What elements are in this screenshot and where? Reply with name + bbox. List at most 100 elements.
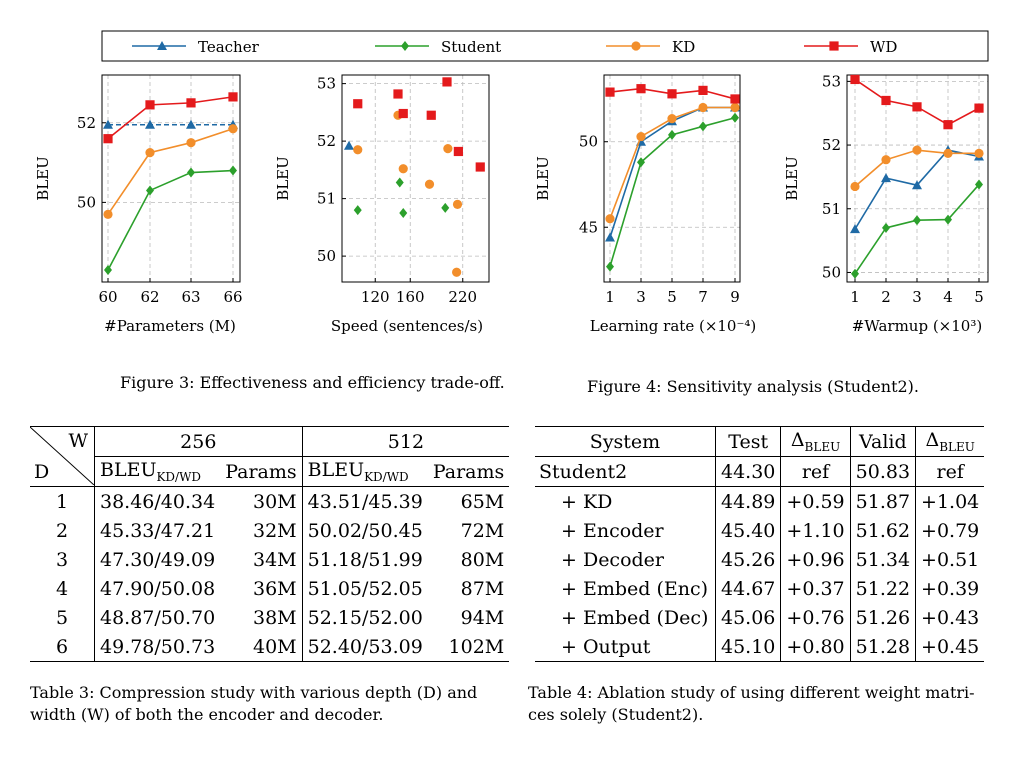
table3-cell-params-256: 34M xyxy=(252,548,297,571)
chart4-xtick-label: 4 xyxy=(943,288,953,306)
chart1-point-wd xyxy=(145,100,155,110)
chart3-point-student xyxy=(731,112,739,123)
table4-cell-valid: 51.87 xyxy=(849,486,916,516)
table4-row: + Output 45.10 +0.80 51.28 +0.45 xyxy=(535,632,985,662)
chart3-point-wd xyxy=(730,94,740,104)
table4-cell-valid: 51.28 xyxy=(849,632,916,662)
chart4-ylabel: BLEU xyxy=(783,156,801,201)
table4-cell-test: 45.40 xyxy=(714,516,781,545)
chart4-xtick-label: 2 xyxy=(881,288,891,306)
table3-cell-depth: 5 xyxy=(55,606,69,629)
table3-cell-bleu-256: 47.30/49.09 xyxy=(94,545,221,574)
table3-cell-bleu-512: 43.51/45.39 xyxy=(301,486,428,516)
legend-label-kd: KD xyxy=(672,38,695,56)
chart1-point-student xyxy=(146,185,154,196)
legend-label-student: Student xyxy=(441,38,501,56)
chart2-xtick-label: 220 xyxy=(448,288,477,306)
chart2-point-wd xyxy=(426,110,436,120)
chart3-line-student xyxy=(609,116,736,267)
chart2-point-student xyxy=(353,205,362,216)
chart3-grid xyxy=(604,75,740,282)
chart3-xtick-label: 9 xyxy=(730,288,740,306)
chart4-xtick-label: 5 xyxy=(974,288,984,306)
chart2-xlabel: Speed (sentences/s) xyxy=(331,317,483,335)
table3-cell-bleu-512: 52.15/52.00 xyxy=(301,603,428,632)
chart4-point-teacher xyxy=(850,224,860,234)
table3-cell-params-512: 72M xyxy=(460,519,505,542)
chart1-ytick-label: 50 xyxy=(77,193,96,211)
table4-cell-delta-test: ref xyxy=(780,456,851,487)
chart2-point-student xyxy=(441,202,450,213)
chart4-point-student xyxy=(944,214,952,225)
legend-label-teacher: Teacher xyxy=(198,38,260,56)
table4-row: + KD 44.89 +0.59 51.87 +1.04 xyxy=(535,486,985,516)
table4-row: + Embed (Dec) 45.06 +0.76 51.26 +0.43 xyxy=(535,603,985,632)
table4-cell-system: + Embed (Enc) xyxy=(561,577,709,600)
chart4-xtick-label: 3 xyxy=(912,288,922,306)
table4-cell-system: + Encoder xyxy=(561,519,664,542)
chart1-frame xyxy=(101,74,241,283)
table4-cell-test: 44.89 xyxy=(714,486,781,516)
table3-cell-bleu-256: 38.46/40.34 xyxy=(94,486,221,516)
legend-box xyxy=(101,30,989,62)
chart1-point-teacher xyxy=(145,119,155,129)
chart2-frame xyxy=(341,74,490,283)
table3-cell-params-256: 30M xyxy=(220,486,303,516)
table4-row: + Embed (Enc) 44.67 +0.37 51.22 +0.39 xyxy=(535,574,985,603)
table3-cell-params-512: 87M xyxy=(460,577,505,600)
chart1-line-wd xyxy=(107,96,234,140)
table4-header-row: System Test ΔBLEU Valid ΔBLEU xyxy=(535,426,985,457)
chart3-point-wd xyxy=(698,85,708,95)
table3: W D 256 512 BLEUKD/WD Params BLEUKD/WD P… xyxy=(30,426,510,662)
chart2-point-wd xyxy=(393,89,403,99)
table3-corner-cell: W D xyxy=(30,426,95,487)
chart1-ylabel: BLEU xyxy=(34,156,52,201)
table3-cell-params-512: 94M xyxy=(460,606,505,629)
figure3-caption: Figure 3: Effectiveness and efficiency t… xyxy=(120,373,505,392)
table3-group-256: 256 xyxy=(94,426,303,457)
chart2-point-wd xyxy=(453,146,463,157)
table3-cell-depth: 4 xyxy=(55,577,69,600)
chart3-ylabel: BLEU xyxy=(534,156,552,201)
chart2-ytick-label: 51 xyxy=(317,190,336,208)
chart3-line-teacher xyxy=(609,106,735,238)
table3-cell-params-256: 32M xyxy=(252,519,297,542)
chart2-point-student xyxy=(395,177,404,188)
chart4-point-teacher xyxy=(912,180,922,190)
chart3-xtick-label: 5 xyxy=(667,288,677,306)
table3-header-row2: BLEUKD/WD Params BLEUKD/WD Params xyxy=(30,456,509,487)
table3-col-bleu-256: BLEUKD/WD xyxy=(94,456,221,487)
legend-marker-wd xyxy=(829,41,839,51)
chart1-line-student xyxy=(107,169,234,271)
table4-cell-delta-valid: +1.04 xyxy=(915,486,985,516)
table4-cell-delta-valid: +0.39 xyxy=(915,574,985,603)
table4-caption-line2: ces solely (Student2). xyxy=(528,705,704,724)
table4-cell-delta-test: +0.59 xyxy=(780,486,851,516)
chart3-point-kd xyxy=(667,114,677,124)
chart2-xtick-label: 120 xyxy=(361,288,390,306)
chart4-ytick-label: 53 xyxy=(822,72,841,90)
chart2-ylabel: BLEU xyxy=(274,156,292,201)
chart2-point-kd xyxy=(452,267,462,277)
chart3-point-wd xyxy=(667,89,677,99)
chart1-point-teacher xyxy=(103,119,113,129)
chart2-point-teacher xyxy=(344,140,354,150)
chart1-xtick-label: 66 xyxy=(223,288,242,306)
table3-cell-bleu-512: 51.05/52.05 xyxy=(301,574,428,603)
chart4-point-teacher xyxy=(881,173,891,183)
chart4-point-kd xyxy=(974,148,984,158)
chart1-line-kd xyxy=(107,127,234,215)
table3-cell-depth: 6 xyxy=(30,632,95,662)
table3-caption: Table 3: Compression study with various … xyxy=(30,682,477,726)
chart1-point-student xyxy=(229,165,237,176)
legend-marker-student xyxy=(401,41,409,51)
chart1-point-teacher xyxy=(186,119,196,129)
table4-cell-delta-valid: ref xyxy=(915,456,985,487)
table3-row: 3 47.30/49.09 34M 51.18/51.99 80M xyxy=(30,545,509,574)
table3-caption-line1: Table 3: Compression study with various … xyxy=(30,683,478,702)
chart4-point-wd xyxy=(881,95,891,106)
table4-col-test: Test xyxy=(714,426,781,457)
chart1-xlabel: #Parameters (M) xyxy=(104,317,236,335)
table3-cell-params-512: 102M xyxy=(427,632,510,662)
